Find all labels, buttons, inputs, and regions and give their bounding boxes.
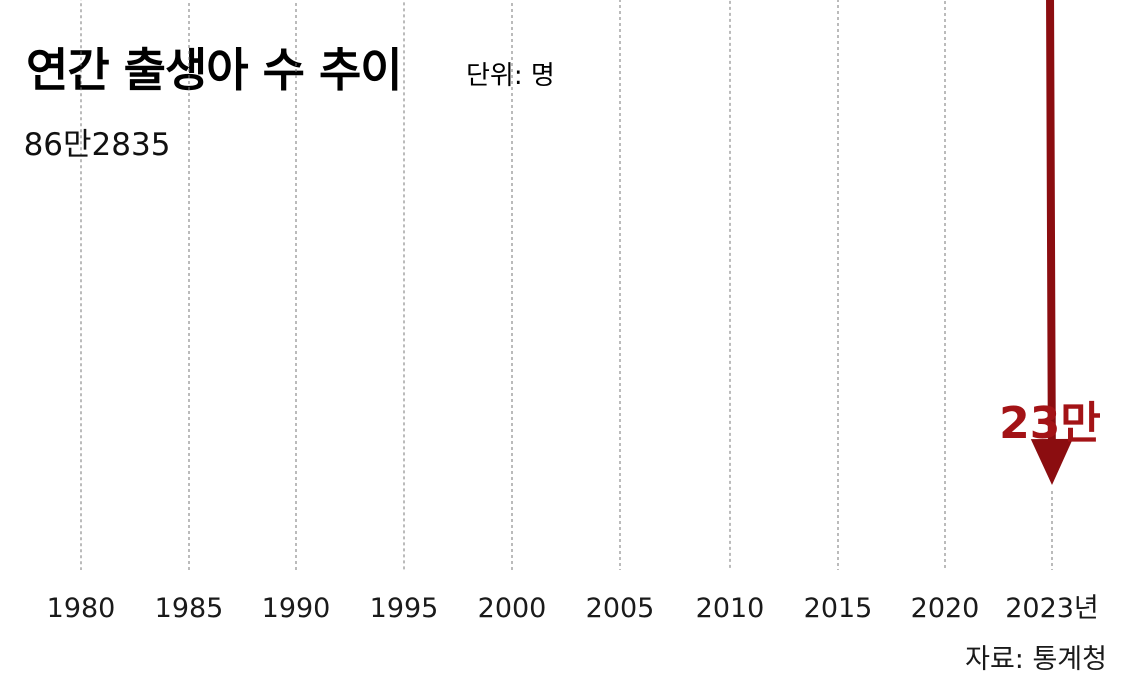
data-label-group: 86만283571만502047만17123만 [24,127,1101,449]
x-tick-label: 2020 [911,593,980,624]
guide-lines [80,0,1053,570]
series-line-group [1030,0,1073,485]
x-tick-label: 2000 [478,593,547,624]
x-tick-label: 2023년 [1005,593,1099,624]
x-axis-tick-labels: 1980 1985 1990 1995 2000 2005 2010 2015 2020 2023… [47,593,1099,624]
data-label-1980: 86만2835 [24,127,171,163]
chart-title: 연간 출생아 수 추이 [26,43,402,97]
x-tick-label: 2005 [586,593,655,624]
data-label-highlight-2023년: 23만 [999,398,1101,449]
x-tick-label: 1990 [262,593,331,624]
x-tick-label: 1995 [370,593,439,624]
unit-label: 단위: 명 [466,61,555,91]
x-tick-label: 2010 [696,593,765,624]
source-label: 자료: 통계청 [965,644,1107,675]
x-tick-label: 1985 [155,593,224,624]
end-arrow-head [1030,438,1073,485]
x-tick-label: 2015 [804,593,873,624]
x-tick-label: 1980 [47,593,116,624]
